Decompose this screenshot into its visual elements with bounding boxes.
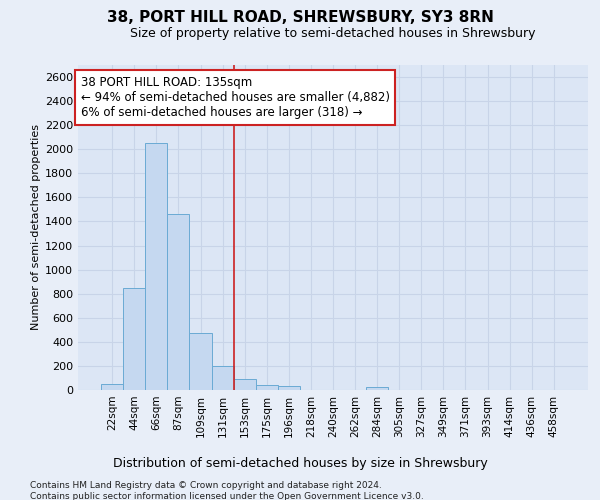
Bar — [278, 386, 300, 390]
Bar — [366, 387, 388, 390]
Text: Contains public sector information licensed under the Open Government Licence v3: Contains public sector information licen… — [30, 492, 424, 500]
Bar — [256, 384, 278, 390]
Bar — [101, 384, 123, 390]
Text: 38, PORT HILL ROAD, SHREWSBURY, SY3 8RN: 38, PORT HILL ROAD, SHREWSBURY, SY3 8RN — [107, 10, 493, 25]
Text: Distribution of semi-detached houses by size in Shrewsbury: Distribution of semi-detached houses by … — [113, 458, 487, 470]
Bar — [145, 143, 167, 390]
Text: 38 PORT HILL ROAD: 135sqm
← 94% of semi-detached houses are smaller (4,882)
6% o: 38 PORT HILL ROAD: 135sqm ← 94% of semi-… — [80, 76, 389, 120]
Bar — [190, 334, 212, 390]
Bar — [233, 378, 256, 390]
Bar — [167, 214, 190, 390]
Text: Contains HM Land Registry data © Crown copyright and database right 2024.: Contains HM Land Registry data © Crown c… — [30, 481, 382, 490]
Bar — [212, 366, 233, 390]
Y-axis label: Number of semi-detached properties: Number of semi-detached properties — [31, 124, 41, 330]
Bar — [123, 288, 145, 390]
Title: Size of property relative to semi-detached houses in Shrewsbury: Size of property relative to semi-detach… — [130, 27, 536, 40]
